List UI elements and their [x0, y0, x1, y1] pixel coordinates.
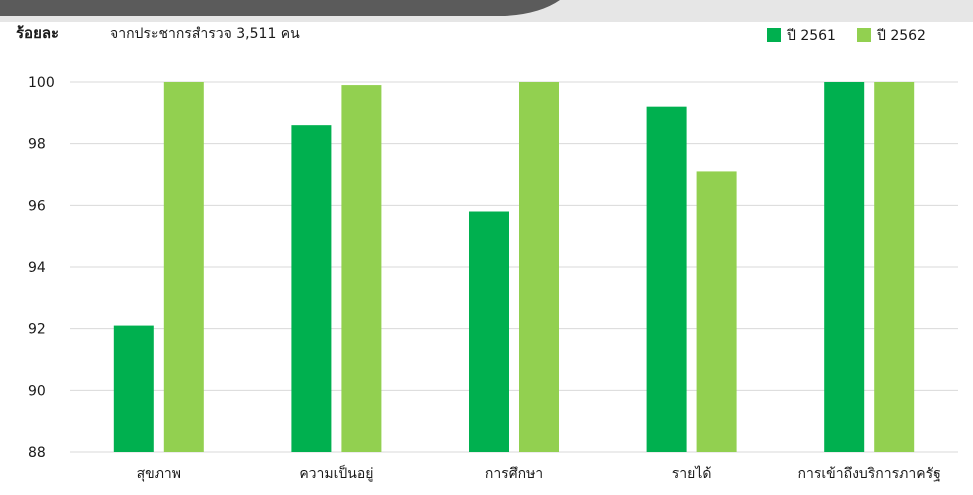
x-tick-label: สุขภาพ — [137, 466, 181, 482]
x-tick-label: ความเป็นอยู่ — [299, 464, 373, 482]
legend-label-2562: ปี 2562 — [877, 28, 926, 44]
y-axis-unit-label: ร้อยละ — [16, 24, 59, 42]
bar-2562 — [163, 82, 204, 452]
x-tick-label: การเข้าถึงบริการภาครัฐ — [798, 466, 941, 482]
x-axis-labels: สุขภาพ ความเป็นอยู่ การศึกษา รายได้ การเข้าถ… — [137, 464, 941, 482]
y-tick-label: 100 — [28, 75, 55, 91]
bar-2562 — [341, 85, 382, 452]
y-axis-ticks: 88 90 92 94 96 98 100 — [28, 75, 55, 461]
bars — [113, 82, 915, 453]
legend-label-2561: ปี 2561 — [787, 28, 836, 44]
x-tick-label: การศึกษา — [485, 466, 543, 482]
bar-2561 — [291, 125, 332, 453]
chart-subtitle: จากประชากรสำรวจ 3,511 คน — [110, 26, 300, 42]
bar-2562 — [874, 82, 915, 452]
bar-2561 — [113, 325, 154, 452]
x-tick-label: รายได้ — [672, 465, 712, 482]
gridlines — [70, 81, 958, 453]
bar-2561 — [469, 211, 509, 452]
bar-2561 — [824, 82, 865, 452]
top-decor-band — [0, 0, 973, 22]
legend-swatch-2562 — [857, 28, 871, 42]
legend: ปี 2561 ปี 2562 — [767, 28, 926, 44]
y-tick-label: 98 — [28, 137, 46, 153]
bar-2562 — [696, 171, 737, 452]
legend-swatch-2561 — [767, 28, 781, 42]
bar-2562 — [519, 82, 559, 452]
y-tick-label: 96 — [28, 198, 46, 214]
y-tick-label: 94 — [28, 260, 46, 276]
y-tick-label: 92 — [28, 322, 46, 338]
y-tick-label: 88 — [28, 445, 46, 461]
y-tick-label: 90 — [28, 383, 46, 399]
bar-2561 — [646, 106, 687, 453]
